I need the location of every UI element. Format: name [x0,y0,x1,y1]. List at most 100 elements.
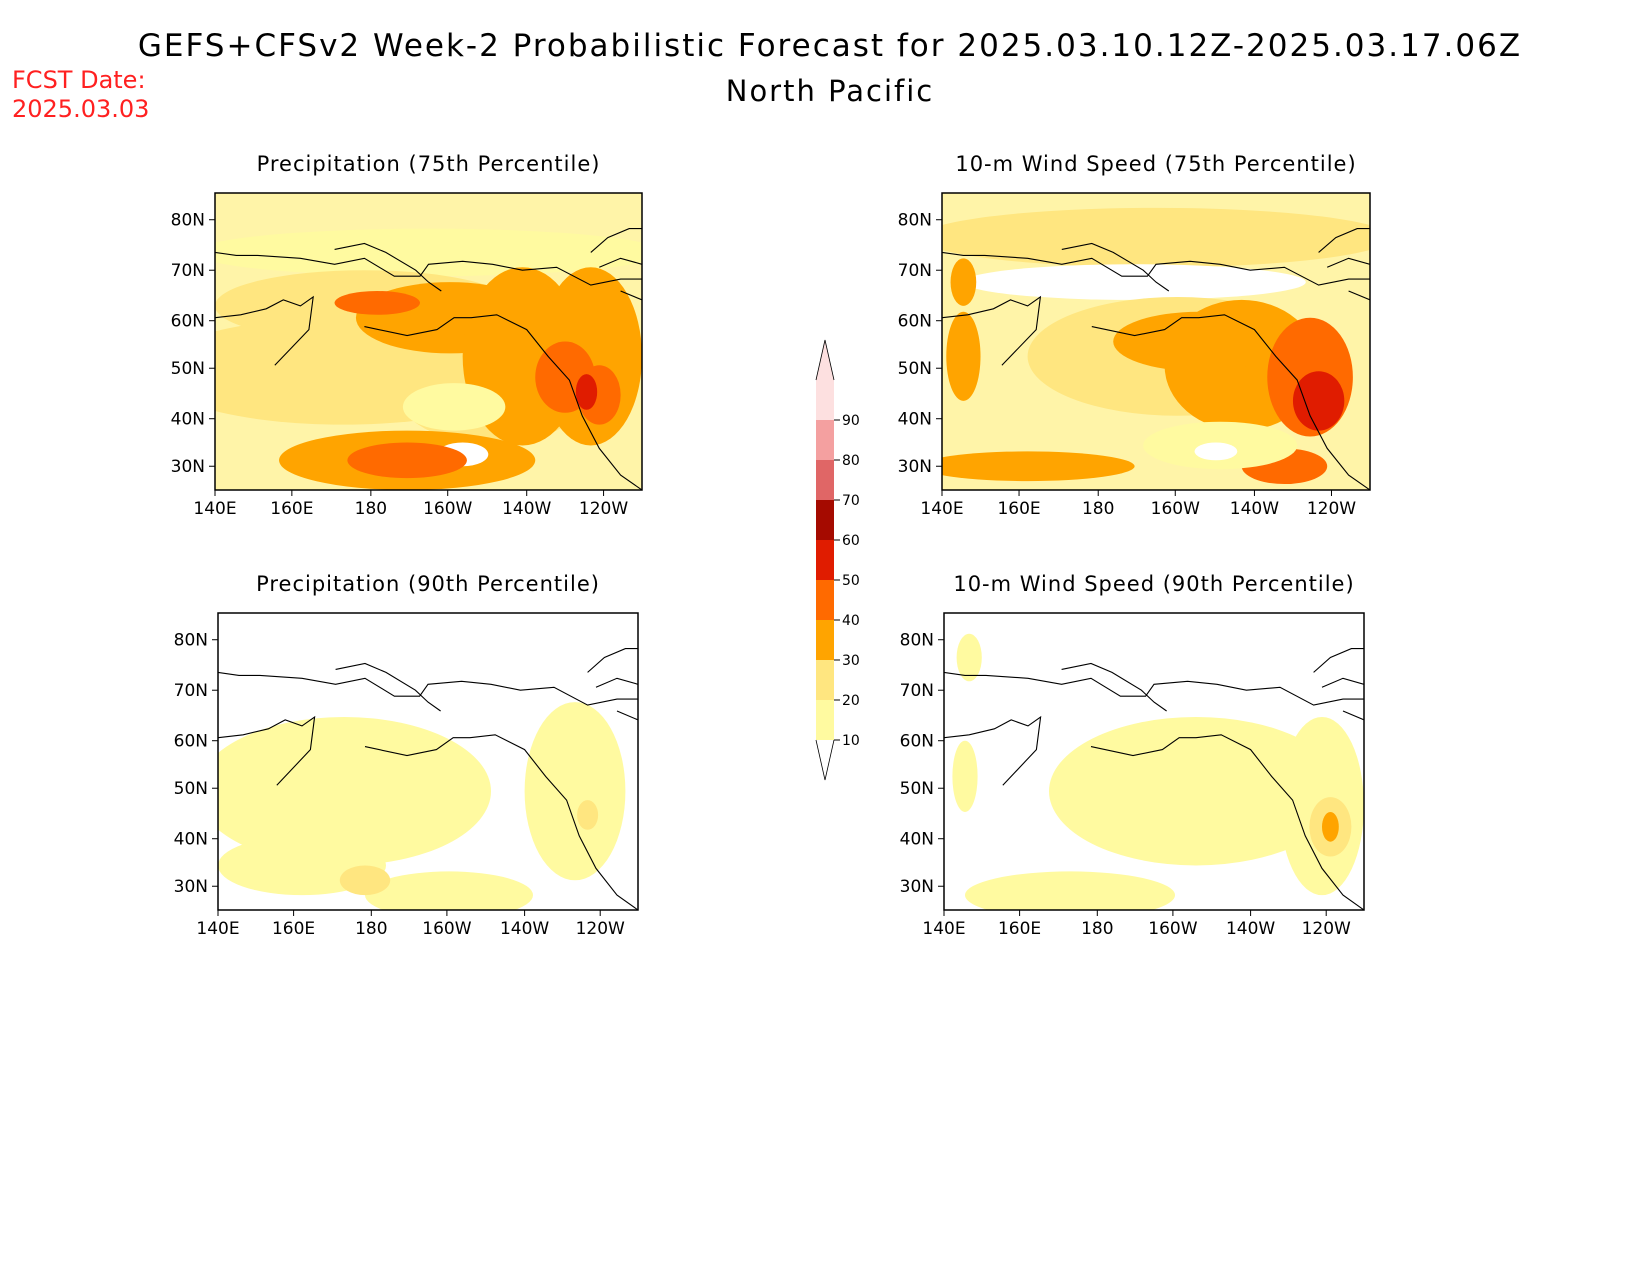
coastline [1061,242,1170,292]
forecast-date-label: FCST Date: 2025.03.03 [12,66,149,124]
lat-label: 60N [171,312,205,332]
lat-label: 80N [900,631,934,651]
map-fill [942,193,1370,490]
colorbar-label: 40 [842,613,860,629]
probability-contour [334,291,420,315]
lat-label: 40N [174,830,208,850]
lon-label: 160E [997,499,1040,519]
colorbar-swatch [816,580,834,620]
lat-label: 30N [174,877,208,897]
coastline [218,715,316,786]
map-frame [943,612,1365,911]
lat-label: 70N [898,261,932,281]
colorbar-label: 20 [842,693,860,709]
lon-label: 160W [422,919,471,939]
lat-label: 30N [171,457,205,477]
lat-label: 50N [900,779,934,799]
coastline [1321,677,1364,688]
colorbar-swatch [816,460,834,500]
probability-contour [942,451,1135,482]
panel-title-precip75: Precipitation (75th Percentile) [256,152,601,176]
probability-contour [347,442,467,479]
coastline [942,251,1370,286]
panel-title-wind75: 10-m Wind Speed (75th Percentile) [955,152,1357,176]
lon-label: 180 [355,499,387,519]
coastline [587,648,638,673]
coastline [944,715,1042,786]
lon-label: 140W [1226,919,1275,939]
colorbar-swatch [816,420,834,460]
coastline [944,671,1364,706]
probability-contour [524,702,626,881]
probability-contour [1322,811,1339,842]
map-fill [944,613,1364,910]
lat-label: 50N [898,359,932,379]
lon-label: 160W [423,499,472,519]
colorbar-label: 90 [842,413,860,429]
lat-label: 50N [171,359,205,379]
coastline [218,671,638,706]
coastline [364,734,638,910]
coastline [1348,290,1370,301]
probability-contour [942,207,1370,268]
panel-title-wind90: 10-m Wind Speed (90th Percentile) [953,572,1355,596]
lon-label: 140W [502,499,551,519]
coastline [620,290,642,301]
probability-contour [302,731,470,792]
colorbar-swatch [816,380,834,420]
probability-contour [215,228,642,277]
coastline [590,228,642,253]
lon-label: 140W [500,919,549,939]
map-panel-wind90: 80N 70N 60N 50N 40N 30N 140E 160E 180 160W 140W 120… [900,612,1365,939]
probability-contour [1194,442,1238,461]
coastline [1326,257,1370,268]
coastline [1090,734,1364,910]
lat-label: 40N [900,830,934,850]
map-panel-precip90: 80N 70N 60N 50N 40N 30N 140E 160E 180 160W 140W 120… [174,612,639,939]
coastline [364,314,642,490]
map-fill [215,193,642,490]
lon-label: 140W [1230,499,1279,519]
lon-label: 180 [355,919,387,939]
coastline [1091,314,1370,490]
lat-label: 70N [174,681,208,701]
lon-label: 120W [576,919,625,939]
lat-label: 30N [900,877,934,897]
colorbar-swatch [816,660,834,700]
lon-label: 160W [1151,499,1200,519]
map-frame [217,612,639,911]
map-frame [941,192,1371,491]
colorbar-label: 70 [842,493,860,509]
colorbar-label: 50 [842,573,860,589]
fcst-date-caption: FCST Date: [12,66,146,94]
region-subtitle: North Pacific [725,74,935,108]
coastline [215,251,642,286]
lon-label: 160E [998,919,1041,939]
lon-label: 120W [579,499,628,519]
coastline [616,710,638,721]
coastline [334,242,442,292]
colorbar-swatch [816,620,834,660]
lat-label: 40N [898,410,932,430]
lon-label: 120W [1302,919,1351,939]
panel-title-precip90: Precipitation (90th Percentile) [256,572,600,596]
probability-contour [365,871,533,910]
lon-label: 140E [193,499,236,519]
lat-label: 60N [898,312,932,332]
colorbar-swatch [816,540,834,580]
lat-label: 60N [900,732,934,752]
colorbar-swatch [816,500,834,540]
probability-contour [402,383,506,431]
probability-contour [946,311,981,401]
lon-label: 160E [272,919,315,939]
coastline [599,257,642,268]
fcst-date-value: 2025.03.03 [12,95,150,123]
lon-label: 180 [1081,919,1113,939]
lat-label: 30N [898,457,932,477]
map-frame [214,192,643,491]
colorbar-label: 10 [842,733,860,749]
lon-label: 140E [922,919,965,939]
lat-label: 70N [900,681,934,701]
coastline [942,295,1042,366]
